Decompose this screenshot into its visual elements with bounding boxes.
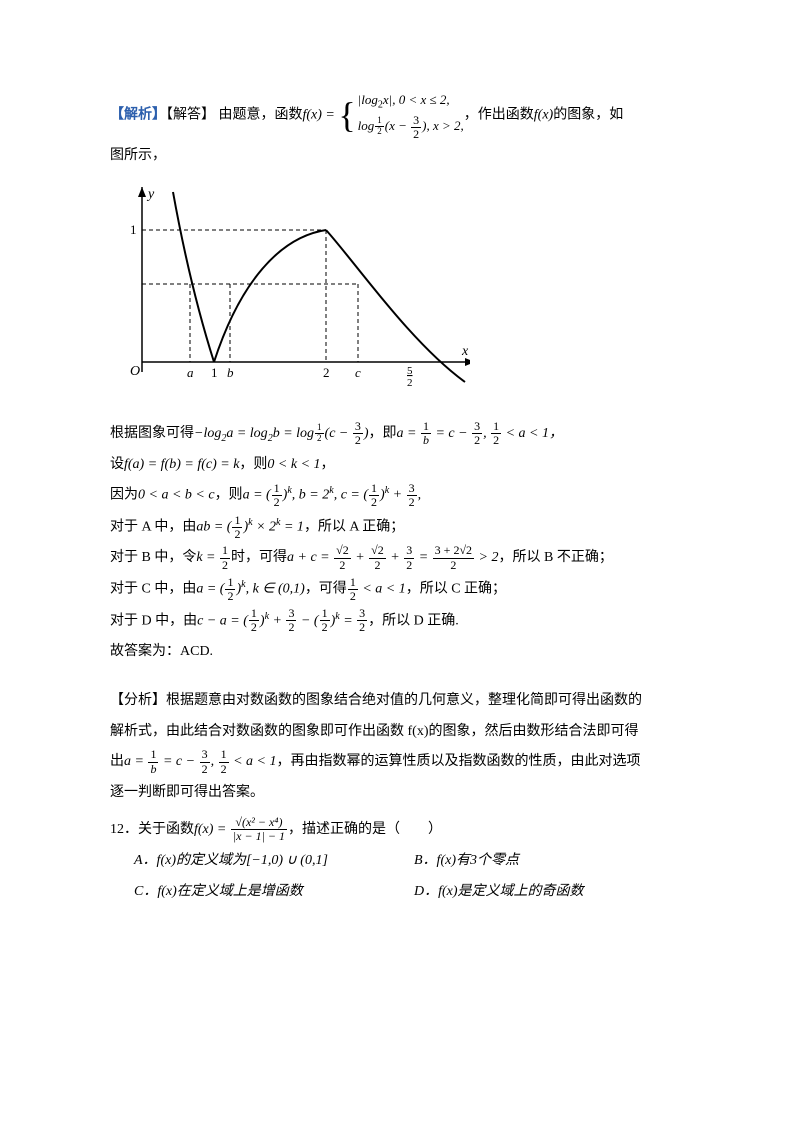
option-C: C．f(x)在定义域上是增函数: [134, 877, 414, 908]
derivation-line5: 因为0 < a < b < c，则a = (12)k, b = 2k, c = …: [110, 480, 694, 511]
tick-b: b: [227, 365, 234, 380]
derivation-line4: 设f(a) = f(b) = f(c) = k，则0 < k < 1，: [110, 450, 694, 481]
y-axis-arrow: [138, 187, 146, 197]
tick-1: 1: [211, 365, 218, 380]
text-after-cases: ，作出函数: [464, 108, 534, 123]
tick-2: 2: [323, 365, 330, 380]
case2: log12(x − 32), x > 2,: [358, 118, 464, 133]
fenxi-label: 【分析】: [110, 693, 166, 708]
analysis-line4: 逐一判断即可得出答案。: [110, 778, 694, 809]
check-A: 对于 A 中，由ab = (12)k × 2k = 1，所以 A 正确；: [110, 512, 694, 543]
function-graph-figure: O y x 1 a 1 b 2 c 5 2: [110, 182, 694, 407]
option-B: B．f(x)有3个零点: [414, 846, 694, 877]
analysis-line1: 【分析】根据题意由对数函数的图象结合绝对值的几何意义，整理化简即可得出函数的: [110, 686, 694, 717]
analysis-line2: 解析式，由此结合对数函数的图象即可作出函数 f(x)的图象，然后由数形结合法即可…: [110, 717, 694, 748]
fx-text: f(x): [534, 108, 553, 123]
tick-y1: 1: [130, 222, 137, 237]
x-axis-arrow: [465, 358, 470, 366]
y-label: y: [146, 187, 155, 202]
curve-left: [173, 192, 214, 362]
page-container: 【解析】【解答】 由题意，函数f(x) = { |log2x|, 0 < x ≤…: [0, 0, 794, 1123]
question-12: 12．关于函数f(x) = √(x² − x⁴)|x − 1| − 1，描述正确…: [110, 815, 694, 846]
jieda-label: 【解答】: [166, 108, 215, 123]
left-brace: {: [338, 97, 355, 133]
solution-intro-line1: 【解析】【解答】 由题意，函数f(x) = { |log2x|, 0 < x ≤…: [110, 90, 694, 141]
solution-intro-line2: 图所示，: [110, 141, 694, 172]
fx-def: f(x) =: [303, 108, 339, 123]
final-answer: 故答案为：ACD.: [110, 637, 694, 668]
text-before-func: 由题意，函数: [219, 108, 303, 123]
graph-svg: O y x 1 a 1 b 2 c 5 2: [110, 182, 470, 402]
x-label: x: [461, 344, 469, 359]
derivation-line3: 根据图象可得−log2a = log2b = log12(c − 32)，即a …: [110, 419, 694, 450]
piecewise-cases: |log2x|, 0 < x ≤ 2, log12(x − 32), x > 2…: [358, 90, 464, 141]
tick-5half-num: 5: [407, 365, 413, 377]
option-A: A．f(x)的定义域为[−1,0) ∪ (0,1]: [134, 846, 414, 877]
tick-c: c: [355, 365, 361, 380]
jiexi-label: 【解析】: [110, 108, 166, 123]
option-D: D．f(x)是定义域上的奇函数: [414, 877, 694, 908]
origin-label: O: [130, 364, 140, 379]
tick-a: a: [187, 365, 194, 380]
tick-5half-den: 2: [407, 377, 413, 389]
analysis-line3: 出a = 1b = c − 32, 12 < a < 1，再由指数幂的运算性质以…: [110, 747, 694, 778]
curve-mid: [214, 230, 326, 362]
check-C: 对于 C 中，由a = (12)k, k ∈ (0,1)，可得12 < a < …: [110, 574, 694, 605]
text-after-fx: 的图象，如: [553, 108, 623, 123]
check-D: 对于 D 中，由c − a = (12)k + 32 − (12)k = 32，…: [110, 606, 694, 637]
case1: |log2x|, 0 < x ≤ 2,: [358, 92, 450, 107]
q12-number: 12．: [110, 815, 138, 846]
spacer: [110, 668, 694, 686]
q12-options: A．f(x)的定义域为[−1,0) ∪ (0,1] B．f(x)有3个零点 C．…: [110, 846, 694, 908]
curve-right: [326, 230, 465, 382]
check-B: 对于 B 中，令k = 12时，可得a + c = √22 + √22 + 32…: [110, 543, 694, 574]
